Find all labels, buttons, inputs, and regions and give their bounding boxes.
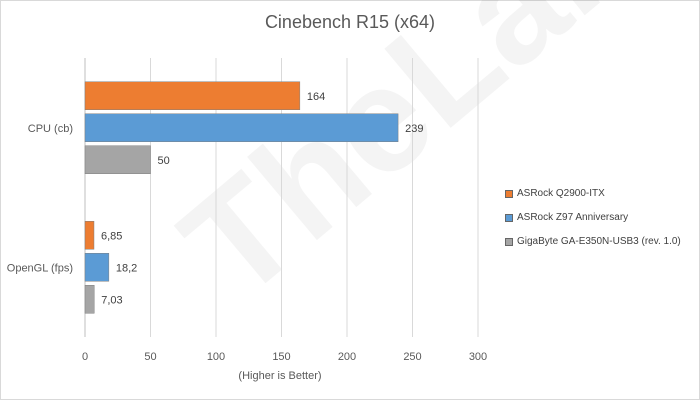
x-axis-title: (Higher is Better) [238,370,322,382]
data-label: 164 [307,91,325,103]
data-label: 50 [158,155,170,167]
bar [84,81,301,110]
legend-item: ASRock Q2900-ITX [505,186,681,201]
x-tick-label: 100 [207,351,225,363]
x-tick-label: 300 [469,351,487,363]
x-tick-label: 50 [144,351,156,363]
x-tick-label: 0 [82,351,88,363]
chart-title: Cinebench R15 (x64) [264,12,436,32]
legend: ASRock Q2900-ITX ASRock Z97 Anniversary … [505,186,681,258]
legend-label: GigaByte GA-E350N-USB3 (rev. 1.0) [517,236,681,247]
data-label: 6,85 [101,230,122,242]
category-label: CPU (cb) [28,123,73,135]
legend-item: ASRock Z97 Anniversary [505,210,681,225]
category-label: OpenGL (fps) [7,262,73,274]
legend-item: GigaByte GA-E350N-USB3 (rev. 1.0) [505,234,681,249]
legend-swatch [505,237,513,246]
bar [84,113,399,142]
legend-swatch [505,189,513,198]
bar [84,285,95,314]
bar [84,145,151,174]
legend-label: ASRock Z97 Anniversary [517,212,629,223]
bar [84,253,110,282]
bar [84,221,95,250]
data-label: 7,03 [101,294,122,306]
legend-label: ASRock Q2900-ITX [517,188,605,199]
data-label: 18,2 [116,262,137,274]
x-tick-label: 200 [338,351,356,363]
x-tick-label: 150 [272,351,290,363]
data-label: 239 [405,123,423,135]
legend-swatch [505,213,513,222]
x-tick-label: 250 [403,351,421,363]
